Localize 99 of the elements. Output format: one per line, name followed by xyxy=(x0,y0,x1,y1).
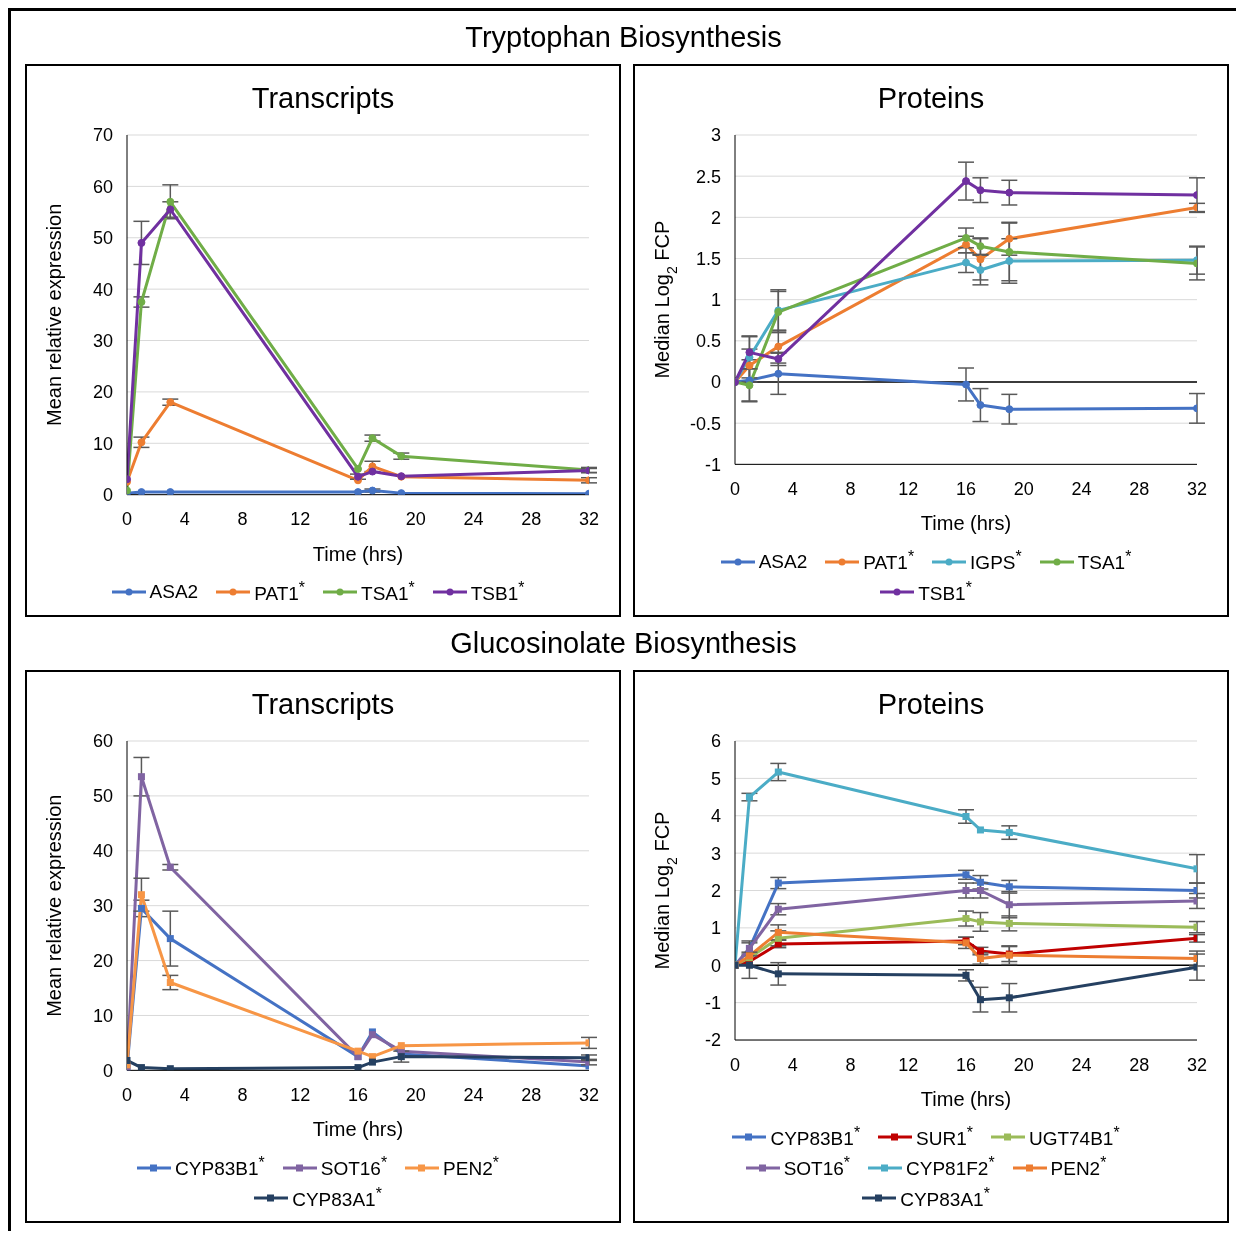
legend-label: CYP81F2$^{*}$ xyxy=(906,1154,995,1181)
y-tick-label: 2.5 xyxy=(695,166,721,187)
legend-label: SOT16$^{*}$ xyxy=(320,1154,388,1181)
x-tick-label: 28 xyxy=(521,509,542,530)
y-tick-label: 10 xyxy=(92,433,113,454)
x-tick-label: 32 xyxy=(1186,479,1208,500)
legend-label: TSB1$^{*}$ xyxy=(918,578,972,605)
x-tick-label: 4 xyxy=(179,509,190,530)
y-axis-title: Mean relative expression xyxy=(43,203,65,427)
legend-label: TSB1$^{*}$ xyxy=(470,578,525,605)
y-tick-label: -0.5 xyxy=(689,413,721,434)
y-tick-label: 4 xyxy=(710,806,721,827)
y-tick-label: 50 xyxy=(92,228,113,249)
y-tick-label: 2 xyxy=(710,880,721,901)
text: Glucosinolate Biosynthesis xyxy=(450,627,797,659)
y-tick-label: 6 xyxy=(710,731,721,752)
x-tick-label: 0 xyxy=(121,509,133,530)
y-tick-label: 40 xyxy=(92,841,113,862)
y-tick-label: 20 xyxy=(92,382,113,403)
y-tick-label: 1 xyxy=(710,290,721,311)
x-tick-label: 24 xyxy=(463,509,484,530)
x-tick-label: 0 xyxy=(729,479,741,500)
x-tick-label: 20 xyxy=(1013,479,1034,500)
x-axis-title: Time (hrs) xyxy=(920,512,1012,535)
x-tick-label: 12 xyxy=(290,509,311,530)
y-tick-label: 0 xyxy=(710,955,721,976)
y-tick-label: 0 xyxy=(710,372,721,393)
y-tick-label: 30 xyxy=(92,896,113,917)
x-tick-label: 8 xyxy=(237,509,248,530)
x-tick-label: 28 xyxy=(1129,479,1150,500)
y-tick-label: 10 xyxy=(92,1005,113,1026)
y-tick-label: 60 xyxy=(92,731,113,752)
legend-label: ASA2 xyxy=(149,580,199,603)
y-tick-label: 30 xyxy=(92,330,113,351)
x-tick-label: 24 xyxy=(1071,1054,1092,1075)
legend-label: ASA2 xyxy=(758,550,808,573)
x-tick-label: 16 xyxy=(347,1085,369,1106)
x-tick-label: 16 xyxy=(347,509,369,530)
chart-title: Transcripts xyxy=(250,82,396,115)
x-tick-label: 12 xyxy=(898,1054,919,1075)
y-axis-title: Mean relative expression xyxy=(43,794,65,1017)
x-tick-label: 8 xyxy=(845,1054,856,1075)
chart-title: Transcripts xyxy=(250,688,396,721)
legend-label: SOT16$^{*}$ xyxy=(783,1154,850,1181)
y-tick-label: 2 xyxy=(710,207,721,228)
x-axis-title: Time (hrs) xyxy=(312,1118,404,1141)
x-tick-label: 24 xyxy=(1071,479,1092,500)
x-axis-title: Time (hrs) xyxy=(920,1088,1012,1111)
x-tick-label: 32 xyxy=(1186,1054,1208,1075)
legend-label: PAT1$^{*}$ xyxy=(863,548,915,575)
legend-label: PEN2$^{*}$ xyxy=(443,1154,499,1181)
x-tick-label: 28 xyxy=(521,1085,542,1106)
x-tick-label: 12 xyxy=(290,1085,311,1106)
y-tick-label: 50 xyxy=(92,786,113,807)
y-tick-label: 40 xyxy=(92,279,113,300)
y-tick-label: 70 xyxy=(92,125,113,146)
y-tick-label: 20 xyxy=(92,950,113,971)
x-tick-label: 12 xyxy=(898,479,919,500)
x-tick-label: 0 xyxy=(121,1085,133,1106)
chart-title: Proteins xyxy=(876,688,986,721)
x-tick-label: 20 xyxy=(405,1085,426,1106)
y-tick-label: -2 xyxy=(704,1030,721,1051)
x-tick-label: 20 xyxy=(1013,1054,1034,1075)
x-tick-label: 16 xyxy=(955,479,977,500)
y-tick-label: 1.5 xyxy=(695,248,721,269)
x-tick-label: 32 xyxy=(578,509,600,530)
x-tick-label: 0 xyxy=(729,1054,741,1075)
x-tick-label: 24 xyxy=(463,1085,484,1106)
y-tick-label: -1 xyxy=(704,993,721,1014)
legend-label: CYP83B1$^{*}$ xyxy=(175,1154,265,1181)
y-tick-label: 1 xyxy=(710,918,721,939)
x-tick-label: 8 xyxy=(237,1085,248,1106)
x-axis-title: Time (hrs) xyxy=(312,542,404,565)
y-tick-label: 60 xyxy=(92,176,113,197)
legend-label: TSA1$^{*}$ xyxy=(1077,548,1132,575)
chart-title: Proteins xyxy=(876,82,986,115)
x-tick-label: 28 xyxy=(1129,1054,1150,1075)
text: Tryptophan Biosynthesis xyxy=(465,21,782,53)
legend-label: CYP83B1$^{*}$ xyxy=(770,1124,861,1151)
legend-label: CYP83A1$^{*}$ xyxy=(900,1184,990,1211)
x-tick-label: 32 xyxy=(578,1085,600,1106)
x-tick-label: 8 xyxy=(845,479,856,500)
x-tick-label: 16 xyxy=(955,1054,977,1075)
legend-label: PEN2$^{*}$ xyxy=(1050,1154,1107,1181)
y-tick-label: 3 xyxy=(710,125,721,146)
x-tick-label: 4 xyxy=(787,479,798,500)
legend-label: UGT74B1$^{*}$ xyxy=(1028,1124,1120,1151)
legend-label: TSA1$^{*}$ xyxy=(361,578,415,605)
y-tick-label: 3 xyxy=(710,843,721,864)
x-tick-label: 20 xyxy=(405,509,426,530)
legend-label: IGPS$^{*}$ xyxy=(970,548,1022,575)
legend-label: PAT1$^{*}$ xyxy=(254,578,306,605)
x-tick-label: 4 xyxy=(179,1085,190,1106)
y-tick-label: 0.5 xyxy=(695,331,721,352)
x-tick-label: 4 xyxy=(787,1054,798,1075)
y-tick-label: -1 xyxy=(704,454,721,475)
y-tick-label: 5 xyxy=(710,768,721,789)
legend-label: SUR1$^{*}$ xyxy=(916,1124,973,1151)
legend-label: CYP83A1$^{*}$ xyxy=(292,1184,382,1211)
